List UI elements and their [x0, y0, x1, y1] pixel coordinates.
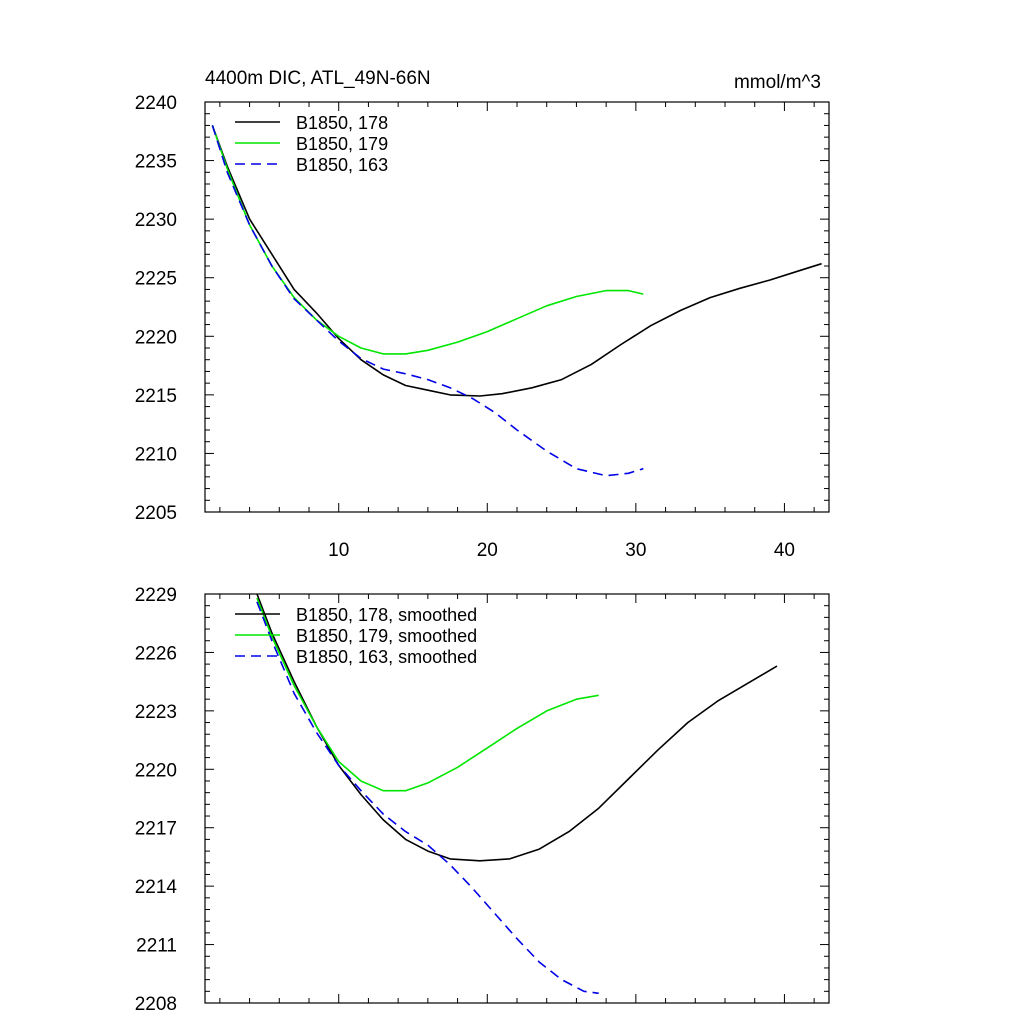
legend-label-1: B1850, 178, smoothed [296, 605, 477, 625]
legend-label-2: B1850, 179 [296, 134, 388, 154]
y-tick-label: 2226 [135, 643, 177, 664]
y-tick-label: 2217 [135, 819, 177, 840]
y-tick-label: 2240 [135, 93, 177, 114]
x-tick-label: 30 [625, 540, 646, 561]
y-tick-label: 2220 [135, 760, 177, 781]
series-line-2 [211, 125, 644, 355]
y-tick-label: 2223 [135, 702, 177, 723]
y-tick-label: 2230 [135, 210, 177, 231]
legend-label-1: B1850, 178 [296, 113, 388, 133]
series-line-2 [256, 597, 599, 792]
y-tick-label: 2205 [135, 503, 177, 524]
chart-title: 4400m DIC, ATL_49N-66N [205, 68, 431, 89]
x-tick-label: 20 [477, 540, 498, 561]
y-tick-label: 2211 [136, 936, 177, 957]
x-tick-label: 10 [328, 540, 349, 561]
y-tick-label: 2210 [135, 444, 177, 465]
y-tick-label: 2229 [135, 585, 177, 606]
y-tick-label: 2225 [135, 269, 177, 290]
y-tick-label: 2214 [135, 877, 178, 898]
legend-label-2: B1850, 179, smoothed [296, 626, 477, 646]
lower-panel: 2208 2211 2214 2217 2220 2223 2226 2229 B1850, 1… [135, 585, 830, 1015]
y-tick-label: 2215 [135, 386, 177, 407]
legend-label-3: B1850, 163, smoothed [296, 647, 477, 667]
x-tick-label: 40 [774, 540, 795, 561]
y-tick-label: 2208 [135, 994, 177, 1015]
upper-panel: 10 20 30 40 2205 2210 2215 2220 2225 2230 2235 2240… [135, 68, 830, 561]
chart-units: mmol/m^3 [734, 72, 821, 93]
series-line-3 [256, 601, 599, 995]
series-line-1 [211, 125, 822, 397]
y-tick-label: 2220 [135, 327, 177, 348]
legend-label-3: B1850, 163 [296, 155, 388, 175]
series-line-3 [211, 125, 644, 477]
y-tick-label: 2235 [135, 152, 177, 173]
